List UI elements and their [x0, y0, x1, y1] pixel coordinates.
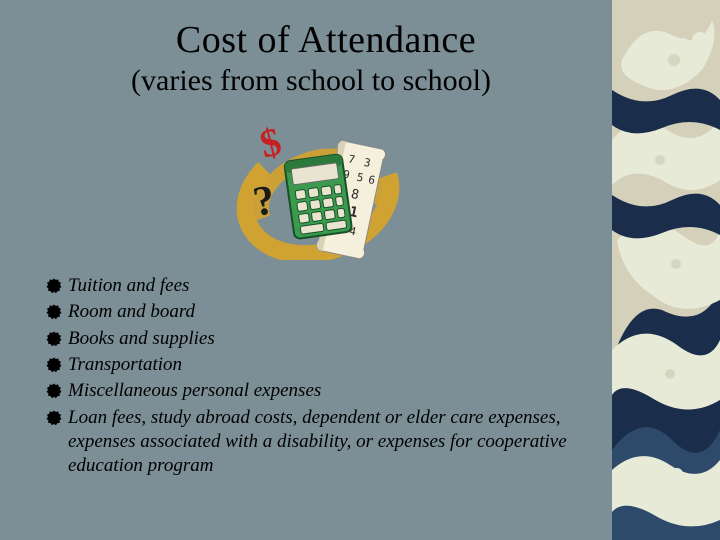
bullet-text: Miscellaneous personal expenses — [68, 379, 592, 403]
seal-icon — [46, 410, 62, 426]
svg-text:$: $ — [255, 120, 285, 167]
slide-title: Cost of Attendance — [90, 18, 562, 62]
slide-subtitle: (varies from school to school) — [50, 64, 572, 98]
bullet-text: Loan fees, study abroad costs, dependent… — [68, 406, 592, 479]
seal-icon — [46, 278, 62, 294]
bullet-text: Transportation — [68, 353, 592, 377]
list-item: Room and board — [46, 300, 592, 324]
bullet-list: Tuition and fees Room and board Books an… — [40, 274, 592, 479]
main-content: Cost of Attendance (varies from school t… — [0, 0, 612, 540]
list-item: Books and supplies — [46, 327, 592, 351]
bullet-text: Books and supplies — [68, 327, 592, 351]
list-item: Miscellaneous personal expenses — [46, 379, 592, 403]
list-item: Transportation — [46, 353, 592, 377]
slide: Cost of Attendance (varies from school t… — [0, 0, 720, 540]
bullet-text: Room and board — [68, 300, 592, 324]
seal-icon — [46, 383, 62, 399]
wave-decoration — [612, 0, 720, 540]
seal-icon — [46, 357, 62, 373]
bullet-text: Tuition and fees — [68, 274, 592, 298]
list-item: Loan fees, study abroad costs, dependent… — [46, 406, 592, 479]
list-item: Tuition and fees — [46, 274, 592, 298]
calculator-clipart: 7 3 9 5 6 8 1 4 — [226, 120, 406, 260]
seal-icon — [46, 331, 62, 347]
seal-icon — [46, 304, 62, 320]
